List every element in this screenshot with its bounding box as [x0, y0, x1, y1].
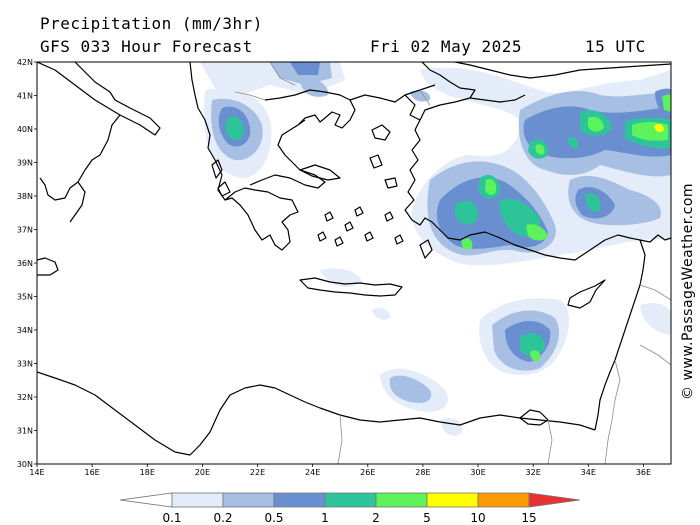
legend-max-arrow	[528, 492, 581, 508]
lat-tick-label: 37N	[17, 226, 33, 235]
lon-tick-label: 30E	[470, 468, 485, 477]
map-title: Precipitation (mm/3hr)	[40, 14, 263, 33]
lon-tick-label: 14E	[29, 468, 44, 477]
legend-swatch	[324, 492, 377, 508]
lat-tick-label: 33N	[17, 360, 33, 369]
latitude-labels: 42N 41N 40N 39N 38N 37N 36N 35N 34N 33N 32N 31N 30N	[17, 58, 37, 469]
lon-tick-label: 36E	[636, 468, 651, 477]
lon-tick-label: 20E	[195, 468, 210, 477]
lat-tick-label: 34N	[17, 326, 33, 335]
legend-swatch	[273, 492, 326, 508]
legend-label: 0.2	[213, 511, 232, 525]
legend-label: 2	[372, 511, 380, 525]
lat-tick-label: 31N	[17, 427, 33, 436]
forecast-time: 15 UTC	[585, 37, 646, 56]
lat-tick-label: 40N	[17, 125, 33, 134]
lat-tick-label: 41N	[17, 92, 33, 101]
lat-tick-label: 42N	[17, 58, 33, 67]
legend-label: 0.1	[162, 511, 181, 525]
legend-swatch	[477, 492, 530, 508]
legend-label: 15	[521, 511, 536, 525]
lon-tick-label: 34E	[581, 468, 596, 477]
legend-swatch	[171, 492, 224, 508]
lon-tick-label: 18E	[140, 468, 155, 477]
lon-tick-label: 16E	[85, 468, 100, 477]
legend-label: 0.5	[264, 511, 283, 525]
lat-tick-label: 35N	[17, 293, 33, 302]
legend-swatch	[222, 492, 275, 508]
legend-swatch	[426, 492, 479, 508]
forecast-subtitle: GFS 033 Hour Forecast	[40, 37, 253, 56]
precipitation-field	[37, 62, 671, 464]
lon-tick-label: 32E	[526, 468, 541, 477]
legend-label: 1	[321, 511, 329, 525]
lat-tick-label: 39N	[17, 159, 33, 168]
legend-label: 10	[470, 511, 485, 525]
lat-tick-label: 36N	[17, 259, 33, 268]
legend-colorbar: 0.1 0.2 0.5 1 2 5 10 15	[119, 492, 581, 525]
lat-tick-label: 38N	[17, 192, 33, 201]
lon-tick-label: 22E	[250, 468, 265, 477]
lon-tick-label: 26E	[360, 468, 375, 477]
lat-tick-label: 32N	[17, 393, 33, 402]
lon-tick-label: 24E	[305, 468, 320, 477]
lat-tick-label: 30N	[17, 460, 33, 469]
legend-label: 5	[423, 511, 431, 525]
legend-swatch	[375, 492, 428, 508]
lon-tick-label: 28E	[415, 468, 430, 477]
longitude-labels: 14E 16E 18E 20E 22E 24E 26E 28E 30E 32E 34E 36E	[29, 464, 651, 477]
legend-min-arrow	[119, 492, 173, 508]
forecast-date: Fri 02 May 2025	[370, 37, 522, 56]
